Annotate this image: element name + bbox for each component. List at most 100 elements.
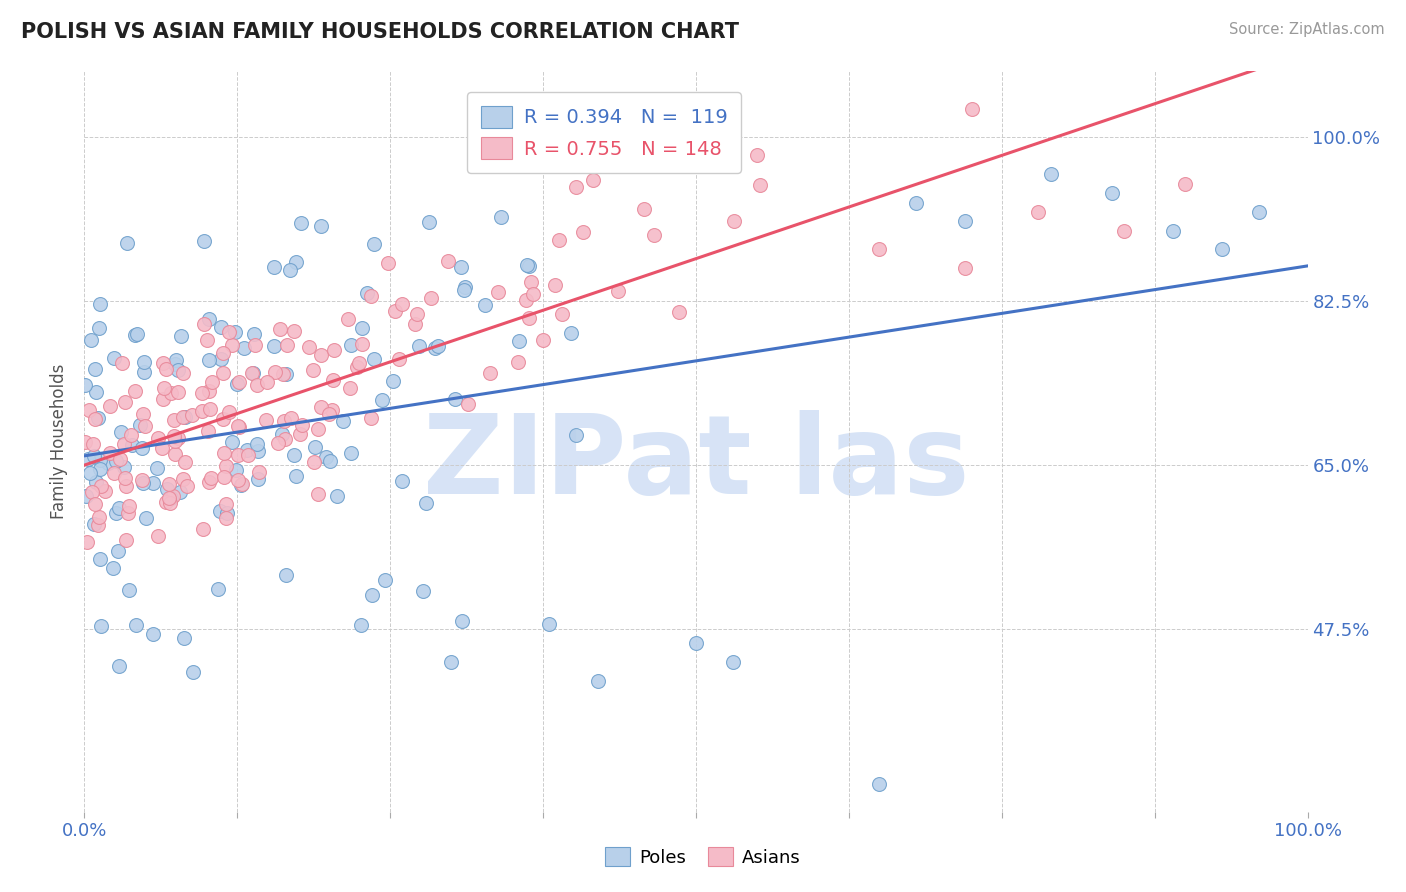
Point	[176, 479, 198, 493]
Point	[89, 462, 111, 476]
Point	[159, 496, 181, 510]
Point	[75, 377, 97, 392]
Point	[336, 311, 359, 326]
Point	[291, 417, 314, 432]
Point	[152, 392, 174, 406]
Point	[84, 475, 107, 490]
Point	[83, 449, 105, 463]
Point	[231, 477, 253, 491]
Point	[193, 234, 215, 248]
Point	[377, 255, 399, 269]
Point	[246, 377, 269, 392]
Point	[274, 368, 297, 382]
Point	[269, 322, 291, 336]
Point	[302, 455, 325, 469]
Point	[128, 417, 150, 432]
Point	[198, 353, 221, 368]
Text: POLISH VS ASIAN FAMILY HOUSEHOLDS CORRELATION CHART: POLISH VS ASIAN FAMILY HOUSEHOLDS CORREL…	[21, 22, 740, 42]
Text: ZIPat las: ZIPat las	[423, 410, 969, 517]
Point	[221, 338, 243, 352]
Point	[132, 476, 155, 491]
Point	[350, 618, 373, 632]
Point	[160, 386, 183, 401]
Point	[440, 655, 463, 669]
Point	[263, 339, 285, 353]
Point	[1114, 224, 1136, 238]
Point	[323, 343, 346, 357]
Point	[412, 584, 434, 599]
Point	[451, 614, 474, 628]
Point	[685, 636, 707, 650]
Point	[522, 287, 544, 301]
Point	[157, 491, 180, 505]
Point	[565, 428, 588, 442]
Point	[108, 451, 131, 466]
Point	[565, 180, 588, 194]
Point	[233, 341, 256, 355]
Point	[423, 341, 446, 355]
Point	[427, 339, 450, 353]
Point	[247, 465, 270, 479]
Point	[121, 438, 143, 452]
Point	[228, 419, 250, 434]
Point	[408, 339, 430, 353]
Point	[1028, 205, 1050, 219]
Point	[167, 431, 190, 445]
Point	[315, 450, 337, 464]
Point	[508, 334, 530, 349]
Point	[350, 321, 373, 335]
Point	[76, 452, 98, 467]
Point	[960, 102, 983, 116]
Point	[83, 517, 105, 532]
Point	[544, 278, 567, 293]
Point	[180, 408, 202, 422]
Point	[174, 409, 197, 424]
Point	[340, 338, 363, 352]
Point	[170, 328, 193, 343]
Point	[218, 325, 240, 339]
Point	[152, 356, 174, 370]
Point	[84, 362, 107, 376]
Point	[141, 475, 163, 490]
Point	[592, 122, 614, 136]
Point	[264, 365, 287, 379]
Point	[582, 173, 605, 187]
Point	[156, 483, 179, 497]
Point	[283, 324, 305, 338]
Y-axis label: Family Households: Family Households	[51, 364, 69, 519]
Point	[191, 386, 214, 401]
Point	[384, 304, 406, 318]
Point	[406, 307, 429, 321]
Point	[274, 432, 297, 446]
Point	[374, 573, 396, 587]
Point	[80, 333, 103, 347]
Point	[112, 437, 135, 451]
Point	[212, 446, 235, 460]
Point	[307, 422, 329, 436]
Point	[124, 327, 146, 342]
Point	[97, 456, 120, 470]
Point	[444, 392, 467, 406]
Point	[90, 619, 112, 633]
Point	[224, 325, 246, 339]
Point	[193, 318, 215, 332]
Point	[953, 214, 976, 228]
Point	[360, 411, 382, 425]
Legend: R = 0.394   N =  119, R = 0.755   N = 148: R = 0.394 N = 119, R = 0.755 N = 148	[467, 92, 741, 173]
Point	[246, 444, 269, 458]
Point	[98, 446, 121, 460]
Point	[478, 366, 501, 380]
Point	[283, 448, 305, 462]
Point	[200, 471, 222, 485]
Point	[352, 336, 374, 351]
Point	[388, 351, 411, 366]
Point	[87, 320, 110, 334]
Point	[198, 475, 221, 490]
Point	[75, 489, 97, 503]
Point	[209, 351, 232, 366]
Point	[77, 403, 100, 417]
Point	[551, 308, 574, 322]
Point	[132, 365, 155, 379]
Legend: Poles, Asians: Poles, Asians	[598, 840, 808, 874]
Point	[256, 375, 278, 389]
